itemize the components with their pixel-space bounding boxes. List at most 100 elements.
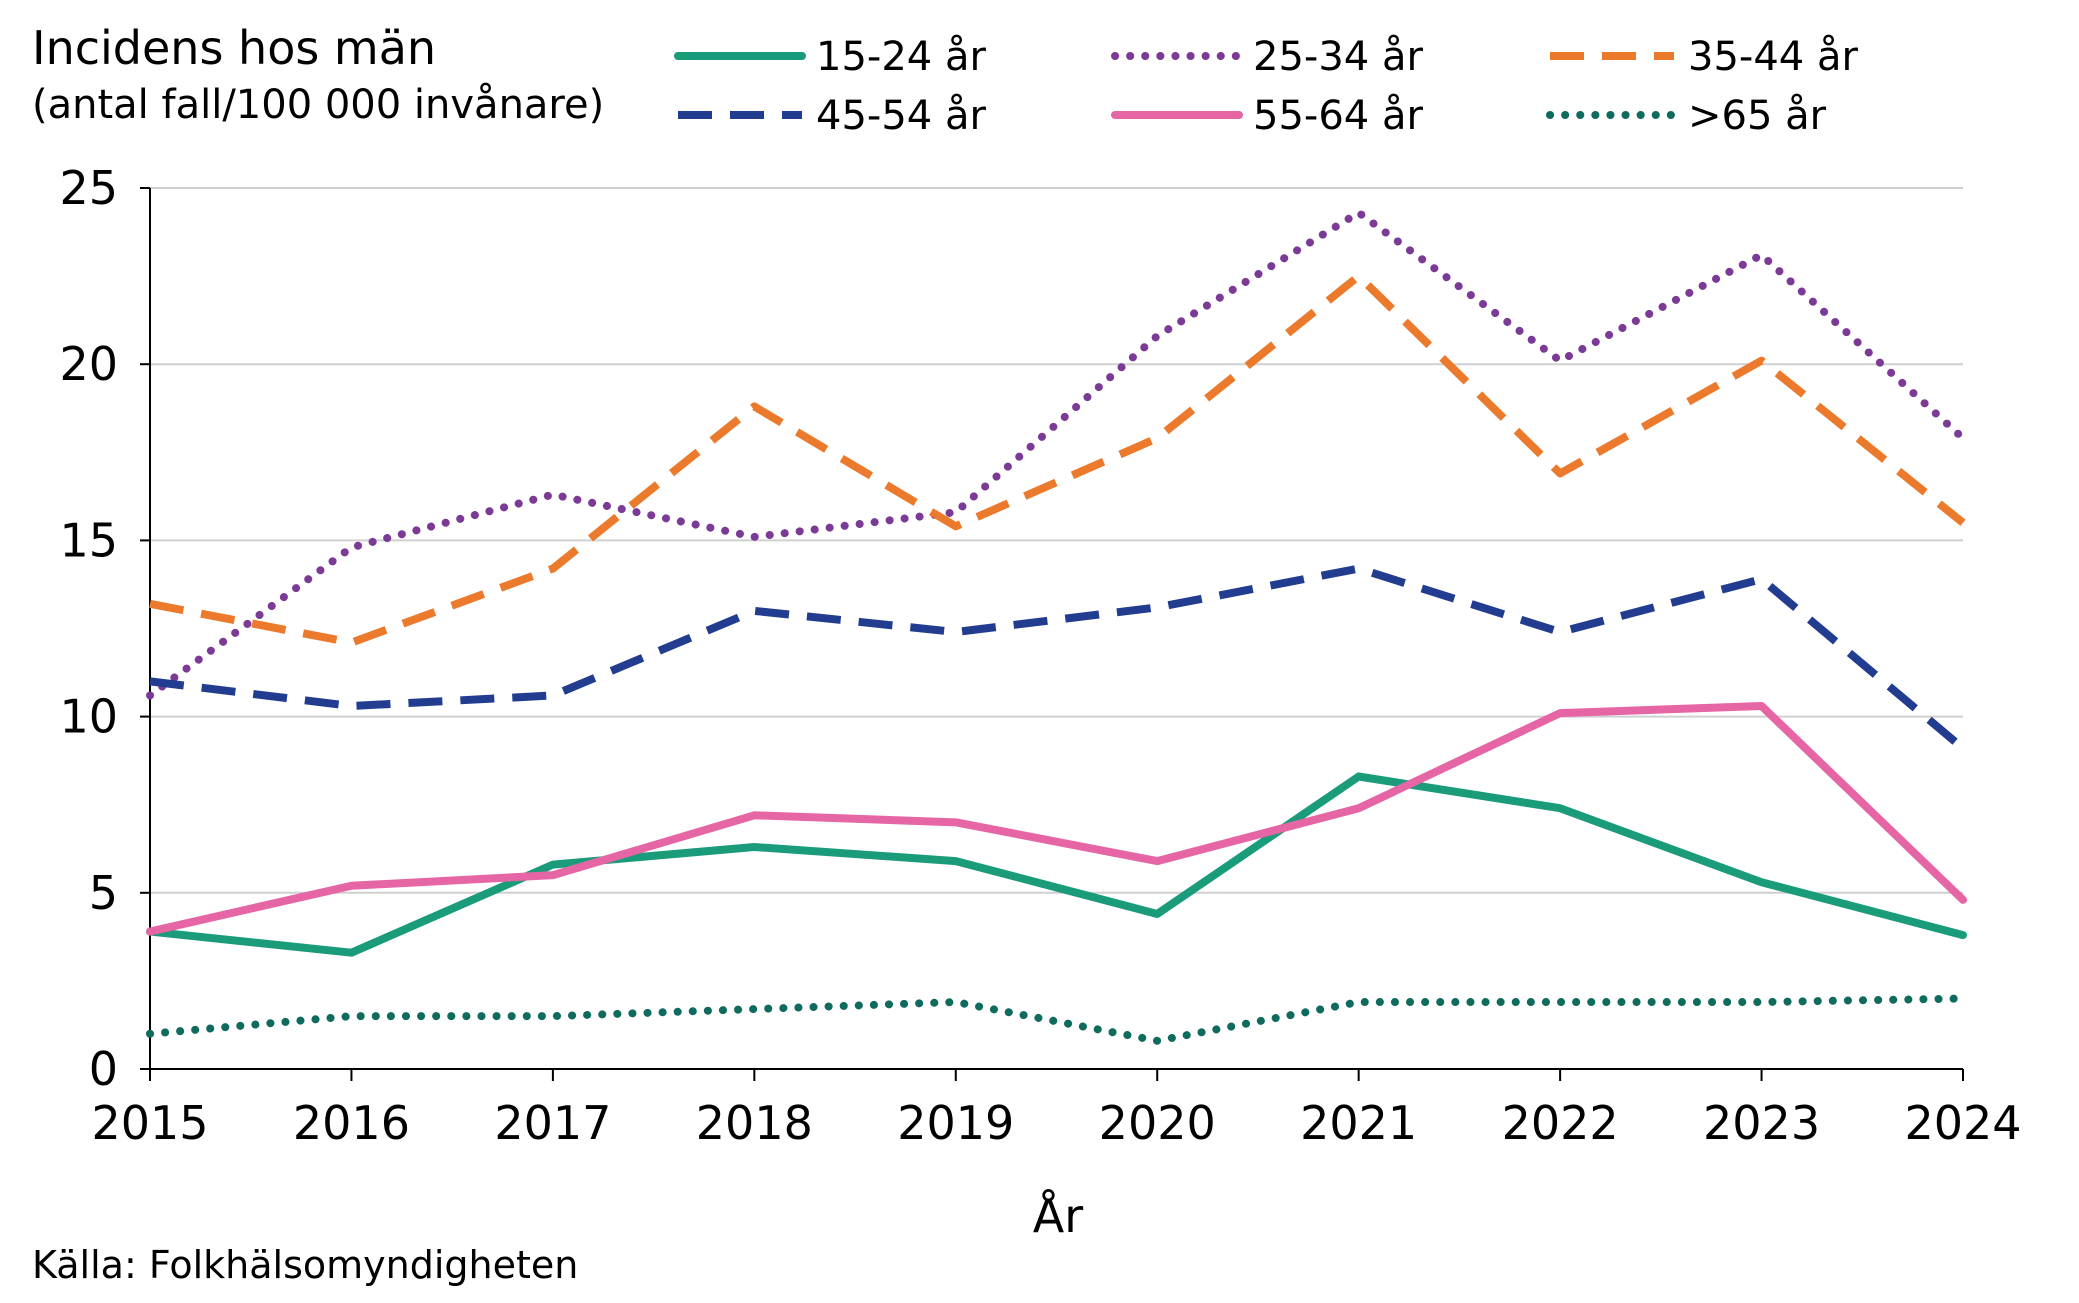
series-line	[149, 272, 1966, 647]
data-point	[1358, 1002, 1359, 1003]
data-point	[1963, 748, 1964, 749]
series-group-4	[146, 702, 1967, 936]
data-point	[351, 642, 352, 643]
legend-item: 15-24 år	[674, 34, 986, 80]
series-group-2	[149, 272, 1966, 647]
data-point	[955, 512, 956, 513]
series-line	[149, 564, 1966, 752]
x-tick-label: 2015	[91, 1096, 208, 1150]
data-point	[1963, 899, 1964, 900]
data-point	[1761, 882, 1762, 883]
series-line	[146, 702, 1967, 936]
data-point	[1157, 1040, 1158, 1041]
data-point	[955, 822, 956, 823]
data-point	[754, 610, 755, 611]
data-point	[754, 536, 755, 537]
data-point	[351, 952, 352, 953]
data-point	[1761, 706, 1762, 707]
data-point	[1157, 913, 1158, 914]
series-group-0	[146, 772, 1967, 957]
data-point	[1761, 254, 1762, 255]
source-note: Källa: Folkhälsomyndigheten	[32, 1243, 578, 1287]
chart-subtitle: (antal fall/100 000 invånare)	[32, 82, 604, 128]
data-point	[351, 547, 352, 548]
data-point	[552, 864, 553, 865]
axes	[149, 188, 1963, 1070]
x-tick-label: 2020	[1099, 1096, 1216, 1150]
data-point	[1157, 861, 1158, 862]
data-point	[552, 695, 553, 696]
data-point	[351, 1016, 352, 1017]
data-point	[150, 603, 151, 604]
data-point	[1761, 360, 1762, 361]
legend-item: 35-44 år	[1550, 34, 1858, 80]
data-point	[1157, 336, 1158, 337]
data-point	[552, 875, 553, 876]
series-line	[146, 208, 1967, 700]
legend-label: 15-24 år	[816, 34, 986, 80]
y-tick-label: 25	[59, 161, 118, 215]
chart-title: Incidens hos män	[32, 21, 436, 75]
series-line	[146, 994, 1967, 1045]
data-point	[1358, 212, 1359, 213]
data-point	[150, 931, 151, 932]
data-point	[1560, 632, 1561, 633]
legend-item: 25-34 år	[1111, 34, 1423, 80]
data-point	[1358, 276, 1359, 277]
y-tick-label: 20	[59, 337, 118, 391]
data-point	[754, 406, 755, 407]
legend-label: 35-44 år	[1688, 34, 1858, 80]
data-point	[1560, 473, 1561, 474]
x-tick-label: 2024	[1904, 1096, 2021, 1150]
data-point	[1157, 607, 1158, 608]
series-line	[146, 772, 1967, 957]
series-group-3	[149, 564, 1966, 752]
legend-label: 45-54 år	[816, 93, 986, 139]
legend-label: 25-34 år	[1253, 34, 1423, 80]
x-tick-label: 2022	[1502, 1096, 1619, 1150]
series-group-5	[146, 994, 1967, 1045]
y-tick-label: 15	[59, 513, 118, 567]
grid-lines	[150, 187, 1963, 894]
data-point	[1761, 1002, 1762, 1003]
series-lines	[146, 208, 1967, 1045]
x-tick-label: 2017	[494, 1096, 611, 1150]
data-point	[1761, 579, 1762, 580]
data-point	[351, 885, 352, 886]
data-point	[754, 846, 755, 847]
data-point	[150, 1033, 151, 1034]
data-point	[1358, 568, 1359, 569]
data-point	[1963, 438, 1964, 439]
tick-labels: 0 5 10 15 20 25 2015 2016 2017 2018 2019 2020 2021 20…	[59, 161, 2021, 1150]
x-tick-label: 2021	[1300, 1096, 1417, 1150]
legend-item: >65 år	[1546, 93, 1827, 139]
data-point	[1560, 1002, 1561, 1003]
data-point	[351, 706, 352, 707]
legend: 15-24 år 25-34 år 35-44 år 45-54 år 55-64 år…	[674, 34, 1858, 139]
data-point	[150, 695, 151, 696]
data-point	[1963, 935, 1964, 936]
data-point	[754, 1009, 755, 1010]
series-group-1	[146, 208, 1967, 700]
legend-item: 55-64 år	[1111, 93, 1423, 139]
legend-label: >65 år	[1688, 93, 1827, 139]
data-point	[754, 815, 755, 816]
data-point	[1560, 360, 1561, 361]
data-point	[552, 1016, 553, 1017]
data-point	[1560, 808, 1561, 809]
y-tick-label: 0	[89, 1042, 118, 1096]
x-tick-label: 2023	[1703, 1096, 1820, 1150]
x-tick-label: 2019	[897, 1096, 1014, 1150]
data-point	[552, 568, 553, 569]
legend-item: 45-54 år	[678, 93, 986, 139]
data-point	[1358, 808, 1359, 809]
data-point	[955, 632, 956, 633]
data-point	[1560, 713, 1561, 714]
data-point	[552, 494, 553, 495]
x-tick-label: 2016	[293, 1096, 410, 1150]
data-point	[1157, 438, 1158, 439]
y-tick-label: 5	[89, 866, 118, 920]
legend-label: 55-64 år	[1253, 93, 1423, 139]
